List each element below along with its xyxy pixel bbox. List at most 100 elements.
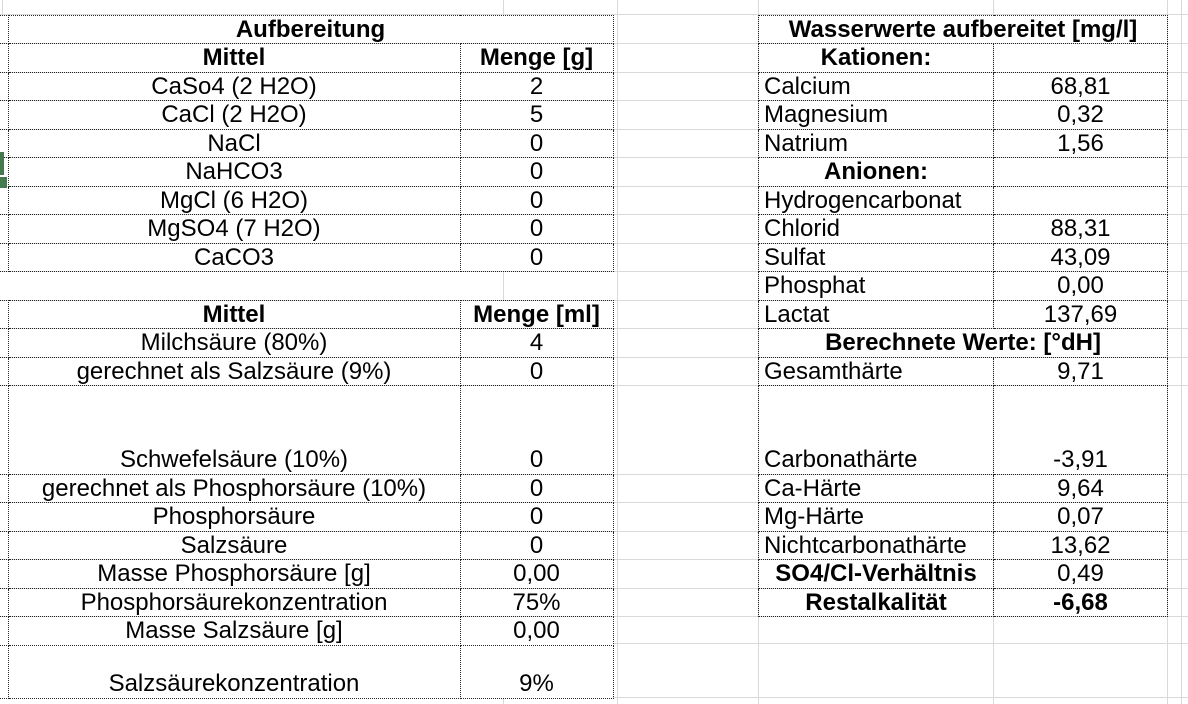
gutter-cell [0,531,9,560]
restalkalitaet-value: -6,68 [992,588,1169,617]
gutter-cell [0,559,9,589]
salzsaeurekonzentration-cell[interactable]: 9% [459,645,614,699]
gridline [1181,0,1182,704]
salzsaeure-amount-cell[interactable]: 0 [459,531,614,560]
phosphorsaeure-label: Phosphorsäure [7,502,461,532]
calcium-label: Calcium [758,72,994,101]
schwefelsaeure-label: Schwefelsäure (10%) [7,385,461,475]
col-header-menge-ml: Menge [ml] [459,300,614,329]
mgso4-amount-cell[interactable]: 0 [459,214,614,244]
gutter-cell [0,100,9,130]
sulfat-value: 43,09 [992,243,1169,272]
hydrogencarbonat-label: Hydrogencarbonat [758,186,994,215]
carbonathaerte-value: -3,91 [992,385,1169,475]
gutter-cell [0,43,9,73]
phosphorsaeurekonzentration-label: Phosphorsäurekonzentration [7,588,461,617]
cacl-label: CaCl (2 H2O) [7,100,461,130]
gutter-cell [0,300,9,329]
gridline [2,0,3,14]
ca-haerte-value: 9,64 [992,474,1169,503]
caco3-label: CaCO3 [7,243,461,272]
left-edge-green-marker-small [0,177,7,188]
mgcl-label: MgCl (6 H2O) [7,186,461,215]
col-header-menge-g: Menge [g] [459,43,614,73]
so4-cl-verhaeltnis-value: 0,49 [992,559,1169,589]
phosphat-value: 0,00 [992,271,1169,301]
natrium-value: 1,56 [992,129,1169,158]
kationen-section-header: Kationen: [758,43,994,73]
caco3-amount-cell[interactable]: 0 [459,243,614,272]
gutter-cell [0,72,9,101]
gutter-cell [0,357,9,386]
caso4-amount-cell[interactable]: 2 [459,72,614,101]
gutter-cell [0,474,9,503]
so4-cl-verhaeltnis-label: SO4/Cl-Verhältnis [758,559,994,589]
wasserwerte-title: Wasserwerte aufbereitet [mg/l] [757,15,1169,44]
nacl-label: NaCl [7,129,461,158]
gutter-cell [0,243,9,272]
schwefelsaeure-amount-cell[interactable]: 0 [459,385,614,475]
mgcl-amount-cell[interactable]: 0 [459,186,614,215]
gutter-cell [0,186,9,215]
empty-cell [992,43,1169,73]
gutter-cell [0,645,9,699]
masse-phosphorsaeure-label: Masse Phosphorsäure [g] [7,559,461,589]
saeuren-table: Mittel Menge [ml] Milchsäure (80%) 4 ger… [0,300,614,699]
cacl-amount-cell[interactable]: 5 [459,100,614,130]
phosphorsaeurekonzentration-cell[interactable]: 75% [459,588,614,617]
aufbereitung-table: Aufbereitung Mittel Menge [g] CaSo4 (2 H… [0,15,614,272]
magnesium-value: 0,32 [992,100,1169,130]
carbonathaerte-label: Carbonathärte [758,385,994,475]
gutter-cell [0,15,9,44]
gutter-cell [0,328,9,358]
phosphorsaeure-amount-cell[interactable]: 0 [459,502,614,532]
gesamthaerte-label: Gesamthärte [758,357,994,386]
nahco3-amount-cell[interactable]: 0 [459,157,614,187]
masse-salzsaeure-cell[interactable]: 0,00 [459,616,614,646]
gerechnet-phosphorsaeure-amount-cell[interactable]: 0 [459,474,614,503]
anionen-section-header: Anionen: [758,157,994,187]
aufbereitung-title: Aufbereitung [7,15,614,44]
nichtcarbonathaerte-label: Nichtcarbonathärte [758,531,994,560]
mg-haerte-label: Mg-Härte [758,502,994,532]
nacl-amount-cell[interactable]: 0 [459,129,614,158]
hydrogencarbonat-value-alert: -85,31 [992,186,1169,215]
mg-haerte-value: 0,07 [992,502,1169,532]
chlorid-value: 88,31 [992,214,1169,244]
gutter-cell [0,385,9,475]
gutter-cell [0,616,9,646]
berechnete-werte-header: Berechnete Werte: [°dH] [757,328,1169,358]
gerechnet-salzsaeure-amount-cell[interactable]: 0 [459,357,614,386]
restalkalitaet-label: Restalkalität [758,588,994,617]
gesamthaerte-value: 9,71 [992,357,1169,386]
masse-salzsaeure-label: Masse Salzsäure [g] [7,616,461,646]
masse-phosphorsaeure-cell[interactable]: 0,00 [459,559,614,589]
magnesium-label: Magnesium [758,100,994,130]
calcium-value: 68,81 [992,72,1169,101]
lactat-value: 137,69 [992,300,1169,329]
gerechnet-salzsaeure-label: gerechnet als Salzsäure (9%) [7,357,461,386]
gutter-cell [0,588,9,617]
mgso4-label: MgSO4 (7 H2O) [7,214,461,244]
sulfat-label: Sulfat [758,243,994,272]
left-edge-green-marker [0,152,4,175]
caso4-label: CaSo4 (2 H2O) [7,72,461,101]
gridline [0,271,1188,272]
col-header-mittel-2: Mittel [7,300,461,329]
gutter-cell [0,214,9,244]
col-header-mittel: Mittel [7,43,461,73]
gridline [0,14,1188,15]
milchsaeure-amount-cell[interactable]: 4 [459,328,614,358]
nichtcarbonathaerte-value: 13,62 [992,531,1169,560]
chlorid-label: Chlorid [758,214,994,244]
ca-haerte-label: Ca-Härte [758,474,994,503]
wasserwerte-table: Wasserwerte aufbereitet [mg/l] Kationen:… [757,15,1169,617]
phosphat-label: Phosphat [758,271,994,301]
gridline [617,0,618,704]
natrium-label: Natrium [758,129,994,158]
gutter-cell [0,502,9,532]
gerechnet-phosphorsaeure-label: gerechnet als Phosphorsäure (10%) [7,474,461,503]
milchsaeure-label: Milchsäure (80%) [7,328,461,358]
salzsaeurekonzentration-label: Salzsäurekonzentration [7,645,461,699]
